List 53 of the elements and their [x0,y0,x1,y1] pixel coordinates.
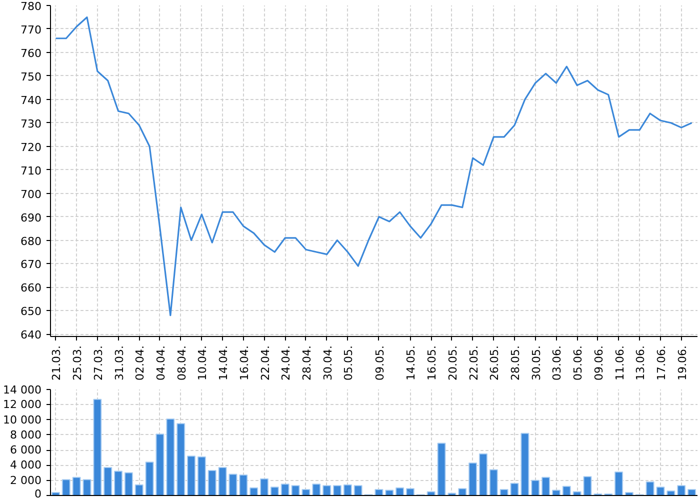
y-tick-label: 770 [20,23,42,36]
y-tick-label: 780 [20,0,42,13]
x-tick-label: 22.05. [467,345,480,380]
x-tick-label: 28.05. [509,345,522,380]
y-tick-label: 680 [20,234,42,248]
y-tick-label: 6 000 [10,444,42,457]
y-tick-label: 670 [20,258,42,272]
y-tick-label: 10 000 [3,413,42,426]
y-tick-label: 0 [34,488,42,500]
x-tick-label: 04.04. [154,345,168,380]
x-tick-label: 31.03. [112,345,126,380]
x-tick-label: 30.04. [321,345,334,380]
y-tick-label: 2 000 [10,474,42,487]
x-tick-label: 16.05. [426,345,439,380]
y-tick-label: 12 000 [3,398,42,412]
x-tick-label: 11.06. [613,345,626,380]
x-tick-label: 05.06. [572,345,585,380]
x-tick-label: 27.03. [92,345,105,380]
y-tick-label: 690 [20,211,42,224]
y-tick-label: 4 000 [10,458,42,472]
x-tick-label: 30.05. [530,345,543,380]
y-tick-label: 650 [20,305,42,318]
x-tick-label: 22.04. [258,345,272,380]
x-tick-label: 09.05. [373,345,386,380]
x-tick-label: 08.04. [175,345,188,380]
y-tick-label: 8 000 [10,428,42,442]
y-tick-label: 720 [20,140,42,154]
x-tick-label: 26.05. [488,345,502,380]
x-tick-label: 19.06. [676,345,689,380]
x-tick-label: 02.04. [134,345,147,380]
y-tick-label: 710 [20,164,42,178]
x-tick-label: 05.05. [342,345,356,380]
y-tick-label: 14 000 [3,384,42,396]
y-tick-label: 750 [20,70,42,84]
y-tick-label: 700 [20,188,42,201]
x-tick-label: 25.03. [71,345,84,380]
x-tick-label: 24.04. [280,345,293,380]
y-tick-label: 760 [20,46,42,60]
x-tick-label: 28.04. [300,345,314,380]
x-tick-label: 10.04. [196,345,210,380]
x-tick-label: 03.06. [550,345,564,380]
y-tick-label: 730 [20,117,42,130]
x-tick-label: 14.05. [404,345,418,380]
x-tick-label: 21.03. [50,345,64,380]
x-tick-label: 13.06. [634,345,648,380]
y-tick-label: 740 [20,94,42,107]
y-tick-label: 660 [20,282,42,295]
x-tick-label: 09.06. [592,345,606,380]
x-tick-label: 16.04. [238,345,251,380]
y-tick-label: 640 [20,328,42,342]
x-tick-label: 17.06. [654,345,668,380]
x-tick-label: 20.05. [446,345,460,380]
x-tick-label: 14.04. [217,345,230,380]
